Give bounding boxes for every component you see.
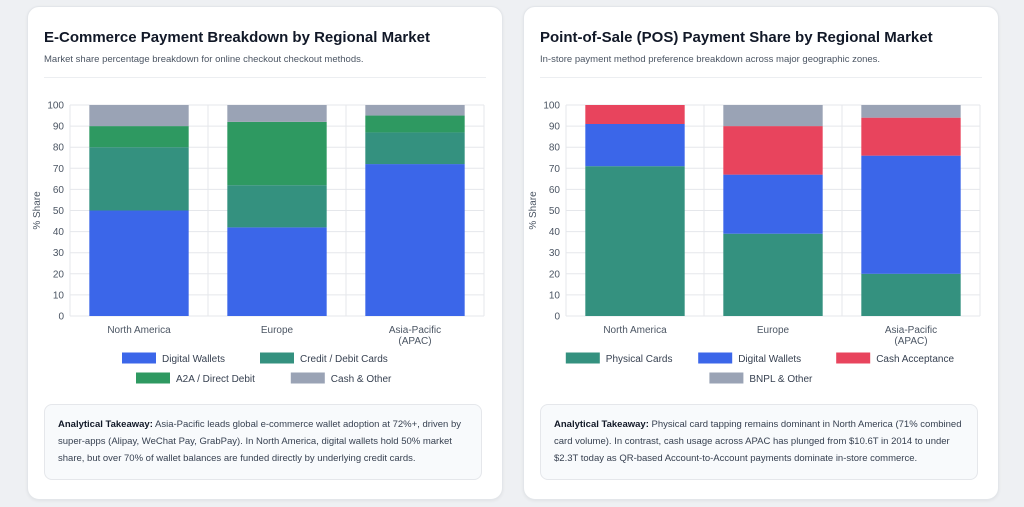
bar-segment xyxy=(585,105,685,124)
divider xyxy=(44,77,486,78)
bar-segment xyxy=(227,227,327,316)
y-tick-label: 40 xyxy=(549,227,561,238)
pos-stacked-bar-chart: 0 10 20 30 40 50 60 70 80 90 100 North America Europ… xyxy=(528,101,981,385)
y-tick-label: 80 xyxy=(549,143,561,154)
analytical-takeaway: Analytical Takeaway: Physical card tappi… xyxy=(540,404,978,480)
bar-segment xyxy=(365,164,465,316)
bar-segment xyxy=(861,273,961,316)
y-tick-label: 50 xyxy=(53,206,65,217)
y-axis-title: % Share xyxy=(528,191,539,230)
card-subtitle: Market share percentage breakdown for on… xyxy=(44,54,364,65)
card-title: E-Commerce Payment Breakdown by Regional… xyxy=(44,29,430,46)
y-tick-label: 70 xyxy=(549,164,561,175)
takeaway-text: Physical card tapping remains dominant i… xyxy=(554,419,962,464)
y-tick-label: 10 xyxy=(549,290,561,301)
legend-swatch xyxy=(260,352,294,364)
y-tick-label: 20 xyxy=(53,269,65,280)
bar-segment xyxy=(861,105,961,118)
card-title: Point-of-Sale (POS) Payment Share by Reg… xyxy=(540,29,933,46)
bar-segment xyxy=(89,147,189,211)
bar-segment xyxy=(585,166,685,316)
y-tick-label: 0 xyxy=(554,312,560,323)
legend-label: Physical Cards xyxy=(606,354,673,365)
bar-segment xyxy=(227,105,327,122)
bar-segment xyxy=(89,126,189,148)
ecommerce-chart-card: E-Commerce Payment Breakdown by Regional… xyxy=(27,6,503,500)
bar-segment xyxy=(89,105,189,127)
legend-label: Digital Wallets xyxy=(162,354,225,365)
ecommerce-stacked-bar-chart: 0 10 20 30 40 50 60 70 80 90 100 North America Europ… xyxy=(32,101,485,385)
legend-label: Cash & Other xyxy=(331,374,392,385)
legend-label: A2A / Direct Debit xyxy=(176,374,255,385)
y-tick-label: 40 xyxy=(53,227,65,238)
y-tick-label: 70 xyxy=(53,164,65,175)
legend-swatch xyxy=(565,352,600,364)
bar-segment xyxy=(723,126,823,175)
x-tick-label: North America xyxy=(107,325,171,336)
x-tick-label: Asia-Pacific xyxy=(885,325,937,336)
bar-segment xyxy=(723,174,823,234)
legend-label: Credit / Debit Cards xyxy=(300,354,388,365)
bar-segment xyxy=(365,132,465,165)
bar-segment xyxy=(723,105,823,127)
bar-segment xyxy=(585,123,685,167)
takeaway-label: Analytical Takeaway: xyxy=(554,419,649,430)
bar-segment xyxy=(723,233,823,316)
bar-segment xyxy=(861,117,961,156)
x-tick-label: North America xyxy=(603,325,667,336)
y-axis-title: % Share xyxy=(32,191,43,230)
legend-swatch xyxy=(136,372,170,384)
card-subtitle: In-store payment method preference break… xyxy=(540,54,881,65)
y-tick-label: 100 xyxy=(47,101,64,112)
x-tick-label: Europe xyxy=(261,325,294,336)
bar-segment xyxy=(227,185,327,228)
bar-segment xyxy=(227,121,327,186)
takeaway-text: Asia-Pacific leads global e-commerce wal… xyxy=(58,419,462,464)
y-tick-label: 60 xyxy=(549,185,561,196)
analytical-takeaway: Analytical Takeaway: Asia-Pacific leads … xyxy=(44,404,482,480)
legend-swatch xyxy=(290,372,325,384)
bar-segment xyxy=(365,115,465,133)
y-tick-label: 100 xyxy=(543,101,560,112)
y-tick-label: 30 xyxy=(549,248,561,259)
x-tick-label: Europe xyxy=(757,325,790,336)
y-tick-label: 60 xyxy=(53,185,65,196)
legend-swatch xyxy=(122,352,156,364)
bar-segment xyxy=(861,155,961,274)
y-tick-label: 50 xyxy=(549,206,561,217)
y-tick-label: 0 xyxy=(58,312,64,323)
legend-label: Cash Acceptance xyxy=(876,354,954,365)
divider xyxy=(540,77,982,78)
bar-segment xyxy=(365,105,465,116)
y-tick-label: 90 xyxy=(549,122,561,133)
y-tick-label: 80 xyxy=(53,143,65,154)
x-tick-label: (APAC) xyxy=(894,336,927,347)
y-tick-label: 10 xyxy=(53,290,65,301)
y-tick-label: 30 xyxy=(53,248,65,259)
legend-swatch xyxy=(698,352,733,364)
legend-swatch xyxy=(836,352,871,364)
pos-chart-card: Point-of-Sale (POS) Payment Share by Reg… xyxy=(523,6,999,500)
legend-label: Digital Wallets xyxy=(738,354,801,365)
bar-segment xyxy=(89,210,189,316)
legend-swatch xyxy=(709,372,744,384)
x-tick-label: Asia-Pacific xyxy=(389,325,441,336)
y-tick-label: 90 xyxy=(53,122,65,133)
x-tick-label: (APAC) xyxy=(398,336,431,347)
takeaway-label: Analytical Takeaway: xyxy=(58,419,153,430)
y-tick-label: 20 xyxy=(549,269,561,280)
legend-label: BNPL & Other xyxy=(749,374,813,385)
